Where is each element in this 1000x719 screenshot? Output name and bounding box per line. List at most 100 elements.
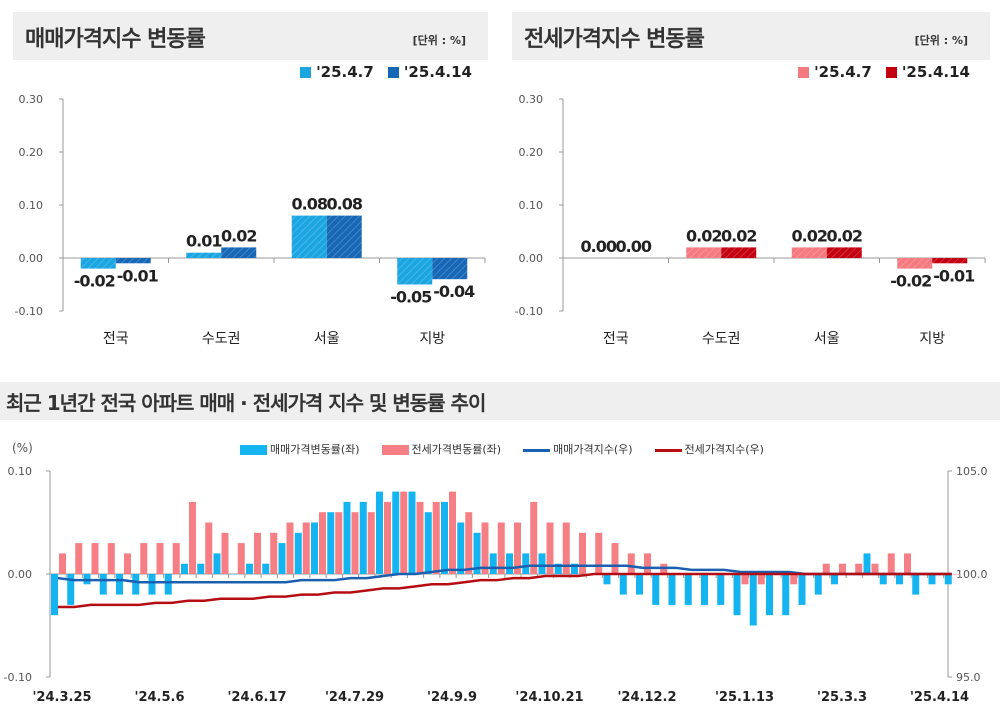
category-label: 수도권 <box>702 331 741 347</box>
trend-chart: (%) 0.10 0.00 -0.10 105.0 100.0 95.0 '24.3.25 '2… <box>4 441 988 705</box>
data-label: 0.02 <box>686 226 721 245</box>
sale-rate-bar <box>749 574 757 626</box>
sale-rate-bar <box>132 574 140 595</box>
y-tick-label: 0.30 <box>19 93 44 106</box>
jeonse-rate-bar <box>514 522 521 574</box>
right-tick-label: 100.0 <box>956 568 988 581</box>
data-label: -0.02 <box>890 272 931 291</box>
y-tick-label: -0.10 <box>515 305 543 318</box>
data-label: 0.08 <box>292 195 328 214</box>
jeonse-rate-bar <box>75 543 83 574</box>
sale-rate-bar <box>181 563 188 574</box>
data-label: -0.01 <box>933 266 975 285</box>
jeonse-rate-bar <box>367 512 375 574</box>
data-label: 0.01 <box>186 232 222 251</box>
jeonse-rate-bar <box>205 522 213 574</box>
sale-rate-bar <box>944 574 952 585</box>
sale-rate-bar <box>343 501 351 574</box>
jeonse-rate-bar <box>497 522 505 574</box>
sale-rate-bar <box>148 574 156 595</box>
sale-rate-bar <box>668 574 676 605</box>
left-tick-label: 0.10 <box>8 465 33 478</box>
sale-rate-bar <box>116 574 123 595</box>
category-label: 전국 <box>103 331 129 347</box>
jeonse-legend: '25.4.7 '25.4.14 <box>798 63 970 81</box>
legend-jeonse-index: 전세가격지수(우) <box>654 441 764 457</box>
right-tick-label: 105.0 <box>956 465 988 478</box>
jeonse-rate-bar <box>91 543 99 574</box>
x-tick-label: '24.12.2 <box>617 690 676 705</box>
sale-rate-bar <box>571 563 578 574</box>
sale-rate-bar <box>522 553 530 574</box>
sale-legend: '25.4.7 '25.4.14 <box>300 63 472 81</box>
sale-rate-bar <box>554 563 562 574</box>
jeonse-rate-bar <box>887 553 895 574</box>
data-label: 0.02 <box>827 226 862 245</box>
sale-rate-bar <box>912 574 920 595</box>
sale-rate-bar <box>831 574 838 585</box>
bar-curr <box>221 247 257 258</box>
jeonse-panel-title: 전세가격지수 변동률 <box>524 27 705 52</box>
sale-rate-bar <box>457 522 465 574</box>
x-tick-label: '25.3.3 <box>817 690 867 705</box>
sale-rate-bar <box>213 553 221 574</box>
jeonse-rate-bar <box>530 501 538 574</box>
sale-rate-bar <box>603 574 611 585</box>
sale-rate-bar <box>814 574 822 595</box>
jeonse-rate-bar <box>627 553 635 574</box>
data-label: -0.04 <box>433 282 475 301</box>
trend-panel-header: 최근 1년간 전국 아파트 매매 · 전세가격 지수 및 변동률 추이 <box>0 382 1000 420</box>
sale-rate-bar <box>636 574 643 595</box>
sale-rate-bar <box>684 574 692 605</box>
sale-rate-bar <box>262 563 270 574</box>
x-tick-label: '24.5.6 <box>134 690 184 705</box>
jeonse-rate-bar <box>140 543 148 574</box>
legend-sale-index: 매매가격지수(우) <box>523 441 633 457</box>
jeonse-rate-bar <box>871 563 879 574</box>
y-tick-label: 0.20 <box>19 146 44 159</box>
jeonse-rate-bar <box>124 553 131 574</box>
jeonse-rate-bar <box>432 501 440 574</box>
jeonse-panel-header: 전세가격지수 변동률 [단위 : %] <box>512 12 990 60</box>
sale-rate-bar <box>424 512 432 574</box>
jeonse-rate-bar <box>237 543 245 574</box>
jeonse-rate-bar <box>465 512 473 574</box>
jeonse-rate-bar <box>302 522 310 574</box>
legend-item-curr: '25.4.14 <box>387 63 472 81</box>
sale-rate-bar <box>619 574 627 595</box>
sale-rate-bar <box>441 501 448 574</box>
jeonse-rate-bar <box>270 532 278 574</box>
bar-curr <box>115 258 151 264</box>
data-label: 0.02 <box>221 226 256 245</box>
sale-panel-header: 매매가격지수 변동률 [단위 : %] <box>13 12 488 60</box>
y-tick-label: 0.20 <box>519 146 544 159</box>
y-tick-label: 0.10 <box>519 199 544 212</box>
jeonse-rate-bar <box>107 543 115 574</box>
sale-rate-bar <box>489 553 497 574</box>
sale-rate-bar <box>538 553 546 574</box>
jeonse-rate-bar <box>449 491 456 574</box>
jeonse-rate-bar <box>952 574 960 575</box>
jeonse-rate-bar <box>384 501 391 574</box>
y-tick-label: -0.10 <box>15 305 43 318</box>
data-label: -0.02 <box>74 272 115 291</box>
x-tick-label: '24.7.29 <box>325 690 384 705</box>
sale-rate-bar <box>506 553 513 574</box>
jeonse-rate-bar <box>546 522 554 574</box>
bar-prev <box>791 247 827 258</box>
sale-rate-bar <box>376 491 383 574</box>
jeonse-rate-bar <box>319 512 326 574</box>
bar-prev <box>80 258 116 269</box>
jeonse-rate-bar <box>904 553 911 574</box>
sale-rate-bar <box>798 574 806 605</box>
x-tick-label: '24.3.25 <box>32 690 91 705</box>
jeonse-index-line <box>58 572 952 609</box>
jeonse-rate-bar <box>286 522 294 574</box>
x-tick-label: '24.10.21 <box>515 690 583 705</box>
bar-prev <box>897 258 933 269</box>
jeonse-rate-bar <box>335 512 343 574</box>
jeonse-rate-bar <box>595 532 603 574</box>
sale-rate-bar <box>327 512 335 574</box>
legend-sale-rate: 매매가격변동률(좌) <box>240 441 360 457</box>
